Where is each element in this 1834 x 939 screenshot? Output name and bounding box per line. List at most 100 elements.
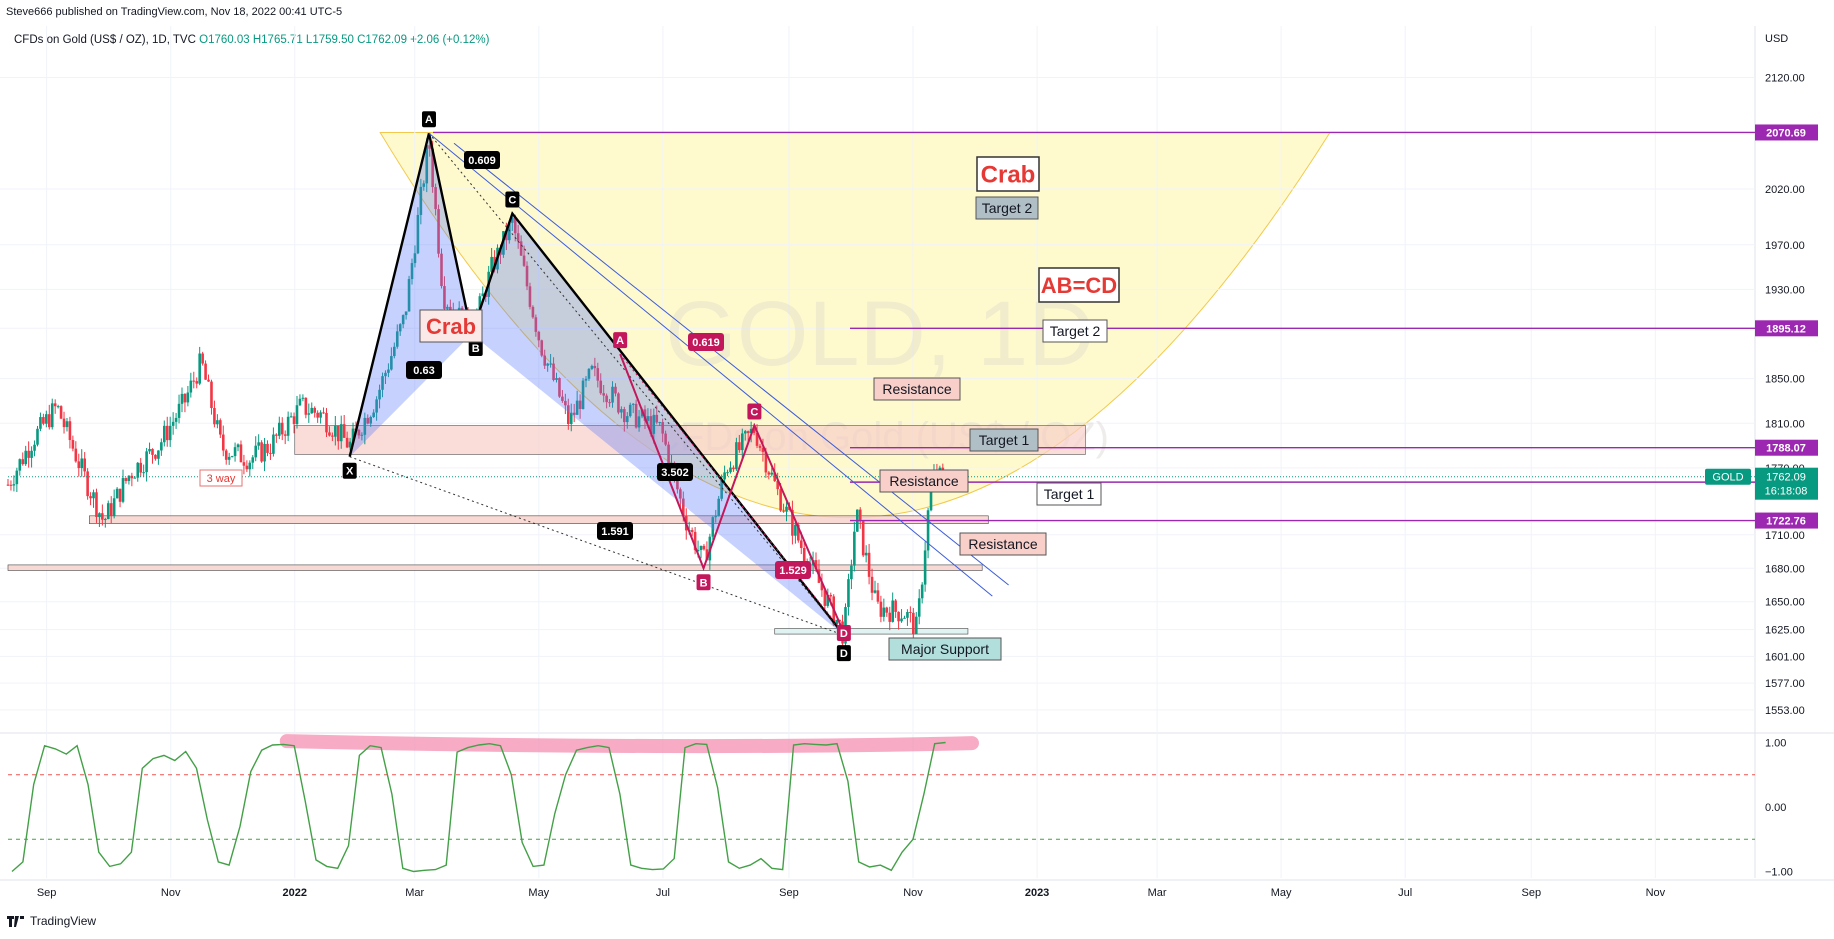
candle-body <box>903 617 906 619</box>
candle-body <box>826 594 830 606</box>
candle-body <box>791 509 794 536</box>
resistance-label-2-text: Resistance <box>889 473 958 489</box>
candle-body <box>584 378 588 381</box>
candle-body <box>870 576 874 593</box>
candle-body <box>602 393 605 396</box>
candle-body <box>776 481 779 490</box>
candle-body <box>154 454 157 459</box>
candle-body <box>39 417 42 429</box>
candle-body <box>900 618 903 622</box>
candle-body <box>336 425 340 442</box>
ratio-abcd-abc-box <box>688 333 724 351</box>
candle-body <box>307 413 311 415</box>
candle-body <box>109 503 113 517</box>
candle-body <box>540 340 544 356</box>
ratio-xab-box <box>464 151 500 169</box>
candle-body <box>322 412 325 414</box>
candle-body <box>213 408 216 425</box>
candle-body <box>437 209 440 254</box>
candle-body <box>596 368 600 381</box>
candle-body <box>581 380 585 409</box>
candle-body <box>820 582 824 591</box>
abcd-target1-label-text: Target 1 <box>1044 486 1095 502</box>
candle-body <box>47 414 51 428</box>
candle-body <box>443 286 446 309</box>
level-badge-box-2 <box>1755 439 1818 456</box>
osc-tick-0: 1.00 <box>1765 737 1786 749</box>
candle-body <box>360 434 364 436</box>
chart-canvas[interactable]: GOLD, 1D CFDs on Gold (US$ / OZ) XABCDAB… <box>0 0 1834 912</box>
last-price-box <box>1755 467 1818 500</box>
candle-body <box>422 183 426 187</box>
candle-body <box>345 437 349 448</box>
candle-body <box>620 409 623 413</box>
abcd-point-d-box <box>836 624 851 641</box>
candle-body <box>239 444 243 463</box>
candle-body <box>387 369 390 373</box>
candle-body <box>289 416 293 418</box>
candle-body <box>339 424 343 442</box>
ratio-abcd-bcd-text: 1.529 <box>779 565 807 577</box>
candle-body <box>68 421 72 441</box>
candle-body <box>720 479 723 499</box>
ohlc-change: +2.06 (+0.12%) <box>410 34 490 46</box>
candle-body <box>292 416 296 425</box>
candle-body <box>625 416 629 423</box>
candle-body <box>785 506 788 512</box>
candle-body <box>363 417 367 435</box>
candle-body <box>195 381 199 384</box>
candle-body <box>416 214 420 254</box>
crab-target1-label: Target 1 <box>969 428 1039 452</box>
candle-body <box>623 409 626 423</box>
abcd-target1-label-box <box>1036 482 1102 506</box>
candle-body <box>481 293 485 297</box>
crab-title-label: Crab <box>976 156 1040 192</box>
price-tick-13: 1577.00 <box>1765 678 1805 690</box>
candle-body <box>410 263 414 280</box>
candle-body <box>325 412 328 433</box>
candle-body <box>516 233 520 242</box>
candle-body <box>590 365 594 369</box>
price-tick-11: 1625.00 <box>1765 625 1805 637</box>
candle-body <box>278 422 281 436</box>
price-tick-10: 1650.00 <box>1765 597 1805 609</box>
candle-body <box>254 445 258 458</box>
candle-body <box>752 428 756 433</box>
candle-body <box>661 422 664 434</box>
candle-body <box>920 584 924 599</box>
resistance-label-2-box <box>879 469 969 493</box>
candle-body <box>283 434 287 436</box>
crab-ad-dotted <box>428 132 845 636</box>
candle-body <box>723 472 726 480</box>
candle-body <box>835 619 838 625</box>
time-axis[interactable]: Sep Nov 2022 Mar May Jul Sep Nov 2023 Mar May Jul Se… <box>37 887 1666 899</box>
candle-body <box>861 521 865 556</box>
candle-body <box>189 380 193 393</box>
crab-title-label-text: Crab <box>981 162 1036 189</box>
candle-body <box>401 315 405 325</box>
candle-body <box>142 472 145 474</box>
candle-body <box>758 445 762 448</box>
candle-body <box>587 368 591 379</box>
candle-body <box>449 306 452 312</box>
resistance-label-1-box <box>873 377 961 401</box>
candle-body <box>564 400 567 406</box>
candle-body <box>80 458 84 469</box>
candle-body <box>446 306 449 309</box>
candle-body <box>263 443 266 462</box>
resistance-label-1: Resistance <box>873 377 961 401</box>
candle-body <box>295 405 299 425</box>
candle-body <box>65 421 69 428</box>
candle-body <box>537 331 541 341</box>
candle-body <box>77 461 81 469</box>
time-tick-11: Jul <box>1398 887 1412 899</box>
candle-body <box>272 434 275 454</box>
crab-point-b-text: B <box>472 343 480 355</box>
symbol-name[interactable]: CFDs on Gold (US$ / OZ), 1D, TVC <box>14 34 196 46</box>
candle-body <box>251 457 255 463</box>
publisher-info: Steve666 published on TradingView.com, N… <box>6 6 343 18</box>
price-axis[interactable]: 2120.002020.001970.001930.001890.001850.… <box>1705 33 1818 717</box>
candle-body <box>917 598 921 617</box>
candle-body <box>525 265 529 287</box>
candle-body <box>233 447 237 457</box>
